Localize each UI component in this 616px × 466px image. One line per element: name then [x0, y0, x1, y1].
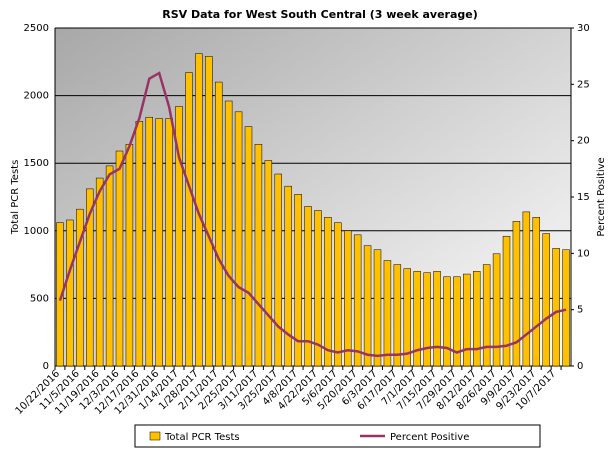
bar: [294, 194, 302, 367]
chart-title: RSV Data for West South Central (3 week …: [162, 8, 478, 21]
bar: [284, 185, 292, 367]
bar: [423, 272, 431, 367]
bar: [185, 72, 193, 367]
bar: [334, 222, 342, 367]
bar: [324, 217, 332, 367]
bar: [473, 271, 481, 367]
bar: [373, 249, 382, 367]
y2-axis-label: Percent Positive: [596, 157, 607, 236]
bar: [234, 111, 243, 367]
legend: [134, 424, 541, 448]
bar: [244, 126, 253, 367]
y-tick-label: 2000: [24, 91, 49, 102]
bar: [135, 121, 144, 367]
y2-tick-label: 15: [577, 192, 590, 203]
y-tick-label: 1000: [24, 226, 49, 237]
bar: [274, 173, 282, 367]
bar: [353, 234, 362, 367]
bar: [66, 219, 74, 367]
bar: [76, 208, 84, 367]
y2-tick-label: 5: [577, 305, 583, 316]
y2-tick-label: 25: [577, 79, 590, 90]
bar: [145, 116, 153, 367]
bar: [463, 273, 471, 367]
bar: [482, 264, 491, 367]
bar: [403, 268, 411, 367]
bar: [453, 276, 461, 367]
y-axis-label: Total PCR Tests: [10, 160, 21, 236]
bar: [224, 100, 233, 367]
legend-label: Percent Positive: [390, 432, 469, 443]
bar: [512, 221, 521, 367]
bar: [56, 222, 64, 367]
bar: [304, 206, 312, 367]
y2-tick-label: 0: [577, 361, 583, 372]
bar: [165, 118, 173, 367]
bar: [552, 248, 560, 367]
y-tick-label: 2500: [24, 23, 49, 34]
y-tick-label: 1500: [24, 158, 49, 169]
bar: [155, 118, 163, 367]
bar: [433, 271, 441, 367]
bar: [522, 211, 531, 367]
bar: [492, 253, 501, 367]
bar: [542, 233, 550, 367]
legend-label: Total PCR Tests: [164, 432, 240, 443]
y-tick-label: 0: [43, 361, 49, 372]
bar: [502, 235, 511, 367]
bar: [264, 160, 273, 367]
y2-tick-label: 30: [577, 23, 590, 34]
bar: [205, 56, 213, 367]
bar: [125, 144, 134, 367]
bar: [443, 276, 451, 367]
bar: [105, 165, 114, 367]
legend-swatch: [149, 431, 161, 441]
bar: [115, 150, 124, 367]
line: [58, 71, 567, 358]
y2-tick-label: 20: [577, 136, 590, 147]
bar: [363, 245, 372, 367]
y-tick-label: 500: [30, 293, 49, 304]
bar: [562, 249, 570, 367]
bar: [314, 210, 322, 367]
bar: [215, 81, 223, 367]
bar: [254, 144, 263, 367]
y2-tick-label: 10: [577, 248, 590, 259]
bar: [344, 230, 352, 367]
bar: [413, 271, 421, 367]
bar: [532, 217, 540, 367]
bar: [95, 177, 104, 367]
bar: [195, 53, 203, 367]
bar: [175, 106, 183, 367]
bar: [393, 264, 402, 367]
bar: [383, 260, 392, 367]
bar: [86, 188, 94, 367]
